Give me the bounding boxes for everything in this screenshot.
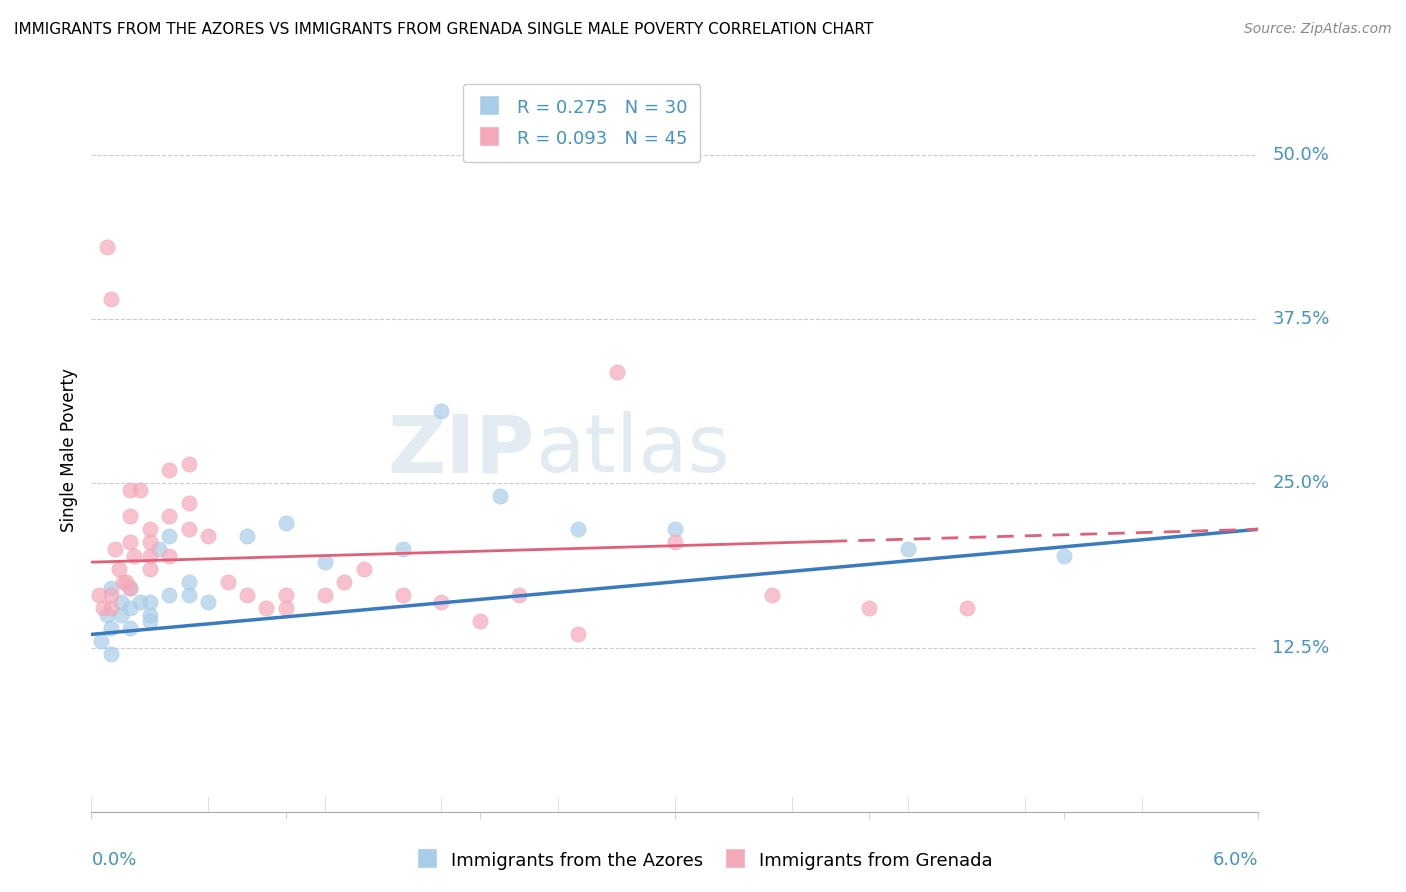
Point (177, 574, 200, 589)
Point (157, 549, 180, 563)
Point (177, 496, 200, 510)
Point (110, 607, 132, 622)
Point (567, 627, 589, 641)
Point (567, 522, 589, 536)
Point (177, 522, 200, 536)
Point (129, 483, 152, 497)
Point (353, 562, 375, 576)
Point (120, 582, 142, 596)
Point (90, 634, 112, 648)
Point (333, 574, 356, 589)
Point (430, 404, 453, 418)
Point (138, 562, 162, 576)
Point (470, 614, 492, 628)
Point (111, 574, 134, 589)
Point (89, 588, 111, 602)
Text: ZIP: ZIP (388, 411, 534, 490)
Point (110, 594, 132, 608)
Point (96, 240, 118, 254)
Point (157, 509, 180, 524)
Text: 50.0%: 50.0% (1272, 146, 1329, 164)
Point (274, 516, 297, 530)
Point (430, 594, 453, 608)
Point (107, 562, 129, 576)
Text: 37.5%: 37.5% (1272, 310, 1330, 328)
Point (274, 601, 297, 615)
Point (120, 601, 142, 615)
Legend: Immigrants from the Azores, Immigrants from Grenada: Immigrants from the Azores, Immigrants f… (406, 842, 1000, 879)
Point (177, 457, 200, 471)
Text: 12.5%: 12.5% (1272, 639, 1330, 657)
Point (100, 621, 122, 635)
Text: atlas: atlas (534, 411, 730, 490)
Point (236, 588, 259, 602)
Point (138, 549, 162, 563)
Point (956, 601, 979, 615)
Point (120, 621, 142, 635)
Point (96, 607, 118, 622)
Text: IMMIGRANTS FROM THE AZORES VS IMMIGRANTS FROM GRENADA SINGLE MALE POVERTY CORREL: IMMIGRANTS FROM THE AZORES VS IMMIGRANTS… (14, 22, 873, 37)
Point (100, 601, 122, 615)
Point (761, 588, 783, 602)
Point (138, 607, 162, 622)
Point (391, 541, 413, 556)
Point (197, 594, 219, 608)
Point (115, 574, 138, 589)
Point (138, 535, 162, 549)
Point (314, 588, 336, 602)
Point (100, 293, 122, 307)
Legend: R = 0.275   N = 30, R = 0.093   N = 45: R = 0.275 N = 30, R = 0.093 N = 45 (463, 84, 700, 162)
Point (664, 522, 686, 536)
Point (217, 574, 239, 589)
Point (122, 549, 145, 563)
Point (120, 582, 142, 596)
Point (489, 490, 512, 504)
Y-axis label: Single Male Poverty: Single Male Poverty (59, 368, 77, 533)
Point (100, 647, 122, 661)
Point (508, 588, 530, 602)
Text: 0.0%: 0.0% (91, 851, 136, 869)
Point (391, 588, 413, 602)
Point (138, 594, 162, 608)
Point (274, 588, 297, 602)
Point (664, 535, 686, 549)
Point (100, 582, 122, 596)
Text: 6.0%: 6.0% (1213, 851, 1258, 869)
Point (120, 509, 142, 524)
Point (606, 365, 628, 379)
Point (100, 588, 122, 602)
Point (177, 588, 200, 602)
Point (1053, 549, 1076, 563)
Point (157, 529, 180, 543)
Point (138, 522, 162, 536)
Point (157, 588, 180, 602)
Point (120, 535, 142, 549)
Point (897, 541, 920, 556)
Point (236, 529, 259, 543)
Point (129, 594, 152, 608)
Point (104, 541, 127, 556)
Point (148, 541, 170, 556)
Point (120, 483, 142, 497)
Text: Source: ZipAtlas.com: Source: ZipAtlas.com (1244, 22, 1392, 37)
Point (138, 614, 162, 628)
Point (91, 601, 114, 615)
Point (314, 555, 336, 569)
Point (256, 601, 278, 615)
Point (157, 463, 180, 477)
Text: 25.0%: 25.0% (1272, 475, 1330, 492)
Point (197, 529, 219, 543)
Point (858, 601, 880, 615)
